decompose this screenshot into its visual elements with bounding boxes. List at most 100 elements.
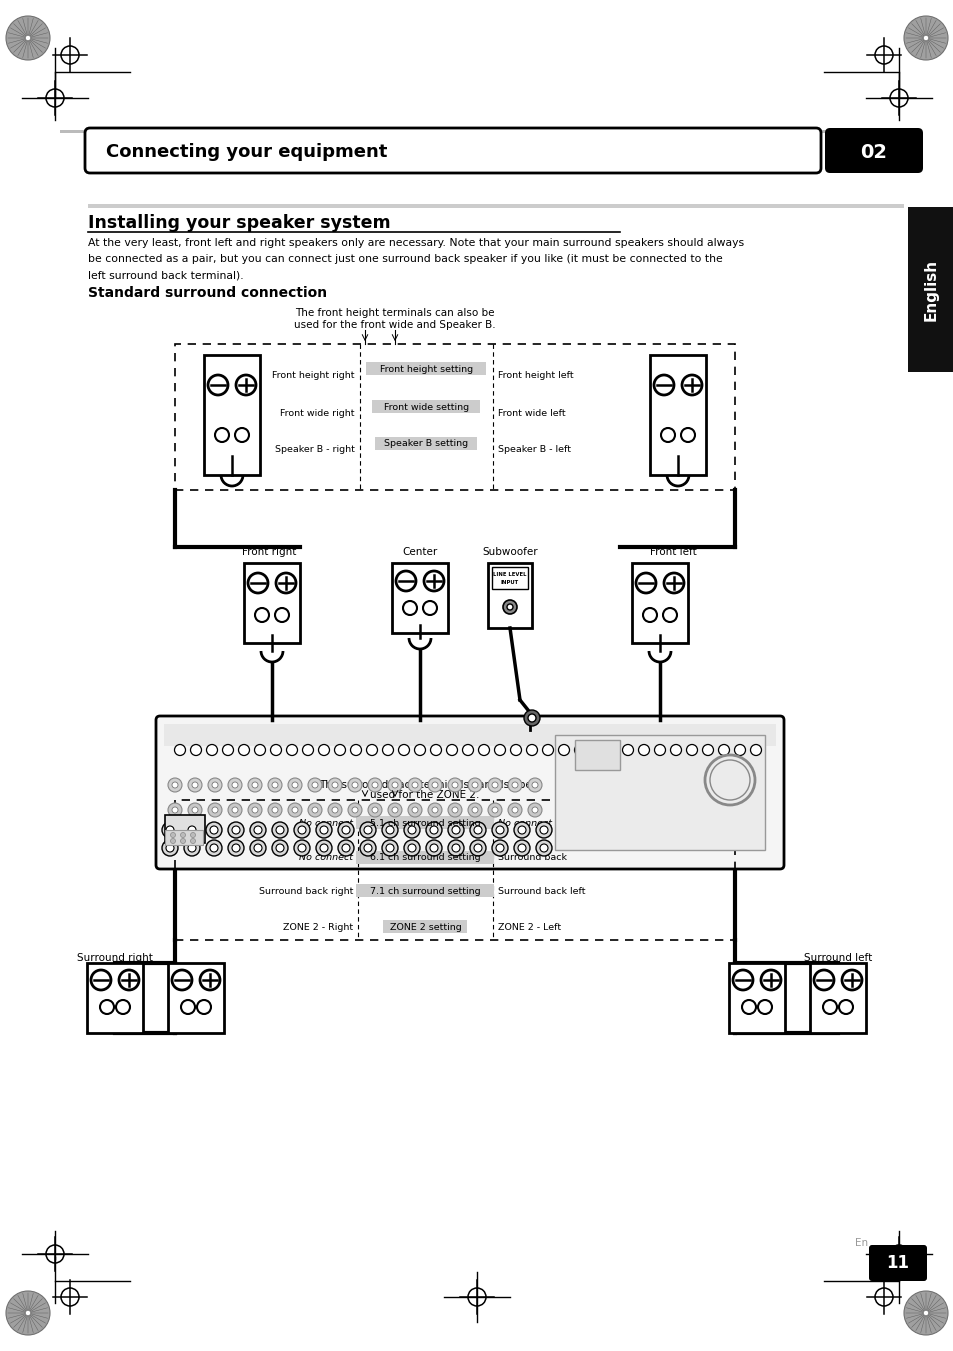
Circle shape <box>272 782 277 788</box>
Text: ZONE 2 setting: ZONE 2 setting <box>389 923 461 931</box>
Circle shape <box>180 832 185 838</box>
Circle shape <box>208 778 222 792</box>
Circle shape <box>542 744 553 755</box>
Circle shape <box>350 744 361 755</box>
Circle shape <box>212 807 218 813</box>
Circle shape <box>750 744 760 755</box>
Circle shape <box>474 825 481 834</box>
Circle shape <box>488 802 501 817</box>
Bar <box>372 400 480 413</box>
Circle shape <box>470 840 485 857</box>
Circle shape <box>228 821 244 838</box>
Circle shape <box>670 744 680 755</box>
Circle shape <box>332 807 337 813</box>
Bar <box>244 563 299 643</box>
Text: Front left: Front left <box>649 547 696 557</box>
Circle shape <box>838 1000 852 1015</box>
Circle shape <box>162 840 178 857</box>
Circle shape <box>192 782 198 788</box>
Bar <box>649 355 705 476</box>
Circle shape <box>822 1000 836 1015</box>
Circle shape <box>171 832 175 838</box>
Circle shape <box>539 825 547 834</box>
Circle shape <box>210 844 218 852</box>
Bar <box>60 130 893 132</box>
Circle shape <box>430 844 437 852</box>
Circle shape <box>408 825 416 834</box>
Text: Front height right: Front height right <box>273 370 355 380</box>
Circle shape <box>341 844 350 852</box>
Circle shape <box>253 825 262 834</box>
Text: 7.1 ch surround setting: 7.1 ch surround setting <box>370 886 480 896</box>
Circle shape <box>172 782 178 788</box>
Circle shape <box>412 807 417 813</box>
Circle shape <box>208 802 222 817</box>
Bar <box>907 207 953 372</box>
Text: Surround right: Surround right <box>77 952 152 963</box>
Circle shape <box>274 608 289 621</box>
Circle shape <box>332 782 337 788</box>
Circle shape <box>514 840 530 857</box>
Bar <box>168 963 224 1034</box>
Circle shape <box>448 802 461 817</box>
Circle shape <box>468 778 481 792</box>
Circle shape <box>319 844 328 852</box>
Circle shape <box>252 807 257 813</box>
Circle shape <box>536 840 552 857</box>
Circle shape <box>512 807 517 813</box>
Circle shape <box>494 744 505 755</box>
Text: No connect: No connect <box>298 819 353 828</box>
Circle shape <box>622 744 633 755</box>
Text: 11: 11 <box>885 1254 908 1273</box>
Bar <box>88 204 903 208</box>
Circle shape <box>171 839 175 843</box>
Text: Surround left: Surround left <box>803 952 871 963</box>
Circle shape <box>252 782 257 788</box>
Circle shape <box>228 802 242 817</box>
Circle shape <box>168 802 182 817</box>
Circle shape <box>275 844 284 852</box>
Circle shape <box>426 821 441 838</box>
Circle shape <box>408 802 421 817</box>
Circle shape <box>448 840 463 857</box>
Circle shape <box>308 802 322 817</box>
Bar <box>356 851 494 865</box>
Circle shape <box>468 802 481 817</box>
Text: Center: Center <box>402 547 437 557</box>
Text: Front wide setting: Front wide setting <box>383 403 469 412</box>
Text: Front height setting: Front height setting <box>379 365 473 373</box>
Circle shape <box>328 778 341 792</box>
Circle shape <box>188 844 195 852</box>
Circle shape <box>638 744 649 755</box>
Circle shape <box>191 832 195 838</box>
Circle shape <box>492 840 507 857</box>
Circle shape <box>206 840 222 857</box>
Circle shape <box>392 782 397 788</box>
Circle shape <box>523 711 539 725</box>
Circle shape <box>308 778 322 792</box>
Circle shape <box>232 844 240 852</box>
Circle shape <box>352 782 357 788</box>
Circle shape <box>271 744 281 755</box>
Circle shape <box>337 840 354 857</box>
Circle shape <box>359 840 375 857</box>
Circle shape <box>517 825 525 834</box>
Circle shape <box>341 825 350 834</box>
Circle shape <box>315 821 332 838</box>
Circle shape <box>527 713 536 721</box>
Circle shape <box>536 821 552 838</box>
Circle shape <box>272 807 277 813</box>
Text: English: English <box>923 259 938 322</box>
Circle shape <box>294 821 310 838</box>
Circle shape <box>364 825 372 834</box>
Circle shape <box>253 844 262 852</box>
Circle shape <box>100 1000 113 1015</box>
Text: Installing your speaker system: Installing your speaker system <box>88 213 390 232</box>
Bar <box>809 963 865 1034</box>
Circle shape <box>448 821 463 838</box>
Circle shape <box>222 744 233 755</box>
Circle shape <box>507 778 521 792</box>
Circle shape <box>402 601 416 615</box>
Text: Front wide right: Front wide right <box>280 408 355 417</box>
Circle shape <box>758 1000 771 1015</box>
